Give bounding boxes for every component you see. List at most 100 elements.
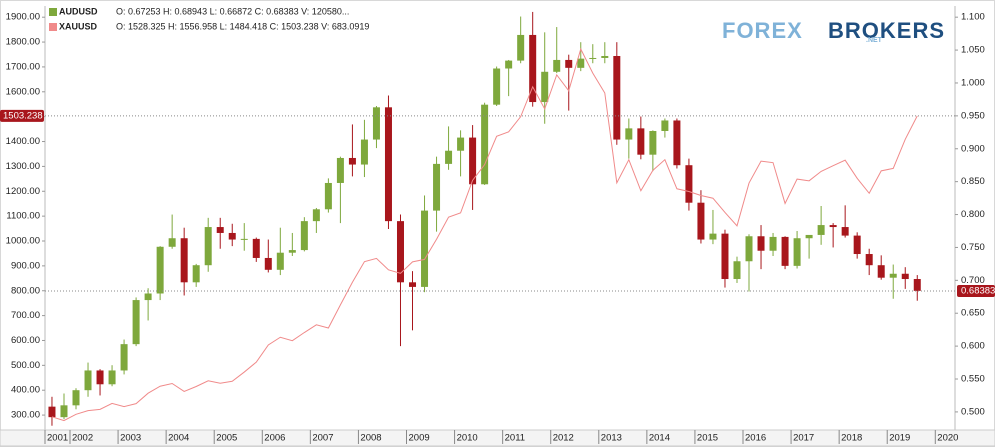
x-tick-label: 2020 <box>937 433 958 444</box>
candle-body <box>541 71 549 103</box>
x-tick-label: 2006 <box>264 433 285 444</box>
y-tick-label: 800.00 <box>11 285 40 296</box>
y-tick-label: 1300.00 <box>6 161 40 172</box>
y-tick-label: 1000.00 <box>6 236 40 247</box>
candle-body <box>276 252 284 270</box>
candle-body <box>877 265 885 278</box>
candle-body <box>589 57 597 59</box>
line <box>51 47 918 422</box>
candle-body <box>649 130 657 155</box>
candle-body <box>348 157 356 165</box>
candle-body <box>312 209 320 222</box>
legend-marker <box>49 8 57 16</box>
candle-body <box>553 59 561 72</box>
candle-body <box>336 157 344 183</box>
logo: FOREX BROKERS .NET <box>722 18 944 44</box>
candle-body <box>72 390 80 406</box>
candle-body <box>204 227 212 266</box>
legend-name: AUDUSD <box>59 6 98 16</box>
candle-body <box>697 202 705 240</box>
x-tick-label: 2004 <box>168 433 189 444</box>
x-tick-label: 2002 <box>72 433 93 444</box>
x-tick-label: 2007 <box>312 433 333 444</box>
y-tick-label: 1600.00 <box>6 86 40 97</box>
candle-body <box>817 225 825 235</box>
x-tick-label: 2009 <box>409 433 430 444</box>
x-tick-label: 2012 <box>553 433 574 444</box>
x-tick-label: 2010 <box>457 433 478 444</box>
candle-body <box>565 59 573 68</box>
y2-tick-label: 0.750 <box>961 242 985 253</box>
price-flag-label: 0.68383 <box>961 285 995 296</box>
x-tick-label: 2016 <box>745 433 766 444</box>
candle-body <box>360 139 368 165</box>
logo-badge: .NET <box>866 37 883 44</box>
y-tick-label: 1800.00 <box>6 37 40 48</box>
candle-body <box>613 55 621 140</box>
candle-body <box>721 233 729 280</box>
y2-tick-label: 1.100 <box>961 12 985 23</box>
candle-body <box>252 238 260 258</box>
candle-body <box>84 370 92 391</box>
y2-tick-label: 0.950 <box>961 110 985 121</box>
candle-body <box>48 406 56 418</box>
candle-body <box>216 227 224 233</box>
candle-body <box>577 58 585 68</box>
candle-body <box>409 282 417 287</box>
y-tick-label: 700.00 <box>11 310 40 321</box>
price-flag <box>957 284 995 297</box>
y2-tick-label: 0.900 <box>961 143 985 154</box>
candle-body <box>757 236 765 251</box>
y2-tick-label: 0.500 <box>961 406 985 417</box>
candle-body <box>264 257 272 270</box>
y2-tick-label: 0.800 <box>961 209 985 220</box>
y2-tick-label: 0.600 <box>961 341 985 352</box>
y2-tick-label: 0.650 <box>961 308 985 319</box>
candle-body <box>240 238 248 240</box>
y2-tick-label: 0.850 <box>961 176 985 187</box>
candle-body <box>228 232 236 240</box>
candle-body <box>901 273 909 280</box>
candle-body <box>396 221 404 283</box>
candle-body <box>96 370 104 385</box>
candle-body <box>853 235 861 255</box>
candle-body <box>733 261 741 280</box>
candle-body <box>793 238 801 266</box>
y-tick-label: 1100.00 <box>6 211 40 222</box>
x-tick-label: 2019 <box>889 433 910 444</box>
y-tick-label: 300.00 <box>11 410 40 421</box>
x-tick-label: 2013 <box>601 433 622 444</box>
candle-body <box>300 221 308 251</box>
x-tick-label: 2018 <box>841 433 862 444</box>
candle-body <box>685 165 693 203</box>
candle-body <box>433 163 441 211</box>
y2-tick-label: 1.050 <box>961 45 985 56</box>
y-tick-label: 900.00 <box>11 260 40 271</box>
candle-body <box>481 104 489 185</box>
candle-body <box>709 233 717 240</box>
candle-body <box>493 68 501 105</box>
price-flag-label: 1503.238 <box>3 110 43 121</box>
x-axis-band <box>0 429 995 447</box>
candle-body <box>288 250 296 253</box>
candle-body <box>144 293 152 301</box>
candle-body <box>889 273 897 278</box>
candle-body <box>180 238 188 283</box>
candle-body <box>841 227 849 236</box>
legend-info: O: 1528.325 H: 1556.958 L: 1484.418 C: 1… <box>116 21 369 31</box>
candle-body <box>421 210 429 287</box>
price-flag <box>0 109 44 122</box>
y-tick-label: 400.00 <box>11 385 40 396</box>
candle-body <box>60 405 68 418</box>
candle-body <box>829 225 837 228</box>
x-tick-label: 2015 <box>697 433 718 444</box>
candle-body <box>505 60 513 69</box>
candle-body <box>168 238 176 247</box>
legend-info: O: 0.67253 H: 0.68943 L: 0.66872 C: 0.68… <box>116 6 349 16</box>
y-tick-label: 600.00 <box>11 335 40 346</box>
candle-body <box>865 254 873 266</box>
x-tick-label: 2001 <box>47 433 68 444</box>
candle-body <box>601 55 609 58</box>
candle-body <box>372 107 380 140</box>
